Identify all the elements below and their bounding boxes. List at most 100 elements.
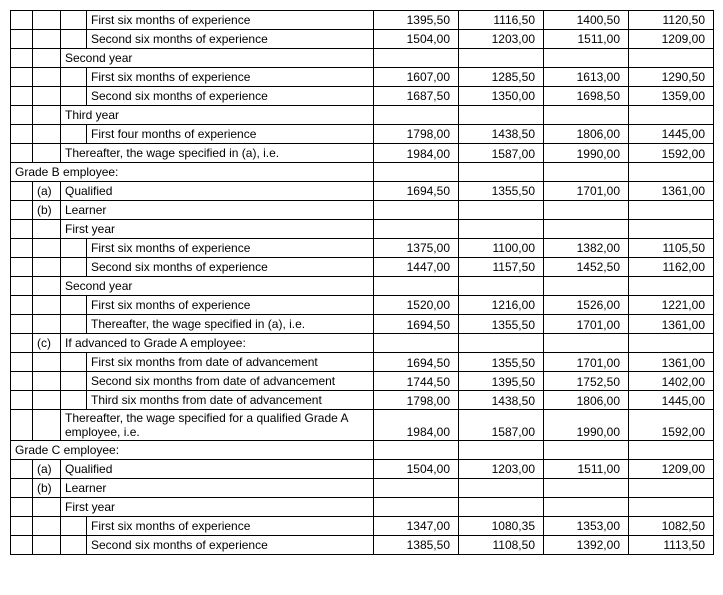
value-cell [629, 498, 714, 517]
value-cell: 1806,00 [544, 391, 629, 410]
value-cell [459, 479, 544, 498]
table-row: Thereafter, the wage specified for a qua… [11, 410, 714, 441]
value-cell: 1382,00 [544, 239, 629, 258]
indent-cell [61, 68, 87, 87]
indent-cell [11, 258, 33, 277]
value-cell: 1990,00 [544, 410, 629, 441]
value-cell: 1984,00 [374, 144, 459, 163]
value-cell [629, 479, 714, 498]
value-cell: 1504,00 [374, 30, 459, 49]
indent-cell [11, 277, 33, 296]
value-cell: 1385,50 [374, 536, 459, 555]
indent-cell [11, 536, 33, 555]
table-row: First six months of experience1395,50111… [11, 11, 714, 30]
value-cell [459, 334, 544, 353]
indent-cell [11, 106, 33, 125]
value-cell: 1701,00 [544, 353, 629, 372]
indent-cell [11, 517, 33, 536]
indent-cell [11, 391, 33, 410]
value-cell [374, 277, 459, 296]
sub-label-cell: (a) [33, 460, 61, 479]
sub-label-cell [33, 391, 61, 410]
table-row: Second six months of experience1447,0011… [11, 258, 714, 277]
table-row: Second year [11, 277, 714, 296]
row-description: Second six months of experience [87, 87, 374, 106]
value-cell [459, 220, 544, 239]
row-description: First six months of experience [87, 239, 374, 258]
indent-cell [61, 391, 87, 410]
table-row: Thereafter, the wage specified in (a), i… [11, 144, 714, 163]
table-row: Third year [11, 106, 714, 125]
value-cell: 1694,50 [374, 353, 459, 372]
value-cell: 1687,50 [374, 87, 459, 106]
value-cell [374, 334, 459, 353]
wage-table: First six months of experience1395,50111… [10, 10, 714, 555]
value-cell: 1701,00 [544, 315, 629, 334]
indent-cell [61, 87, 87, 106]
value-cell: 1694,50 [374, 315, 459, 334]
row-description: Second year [61, 277, 374, 296]
value-cell [629, 441, 714, 460]
value-cell [459, 498, 544, 517]
indent-cell [61, 258, 87, 277]
row-description: Thereafter, the wage specified for a qua… [61, 410, 374, 441]
value-cell [459, 49, 544, 68]
value-cell: 1290,50 [629, 68, 714, 87]
indent-cell [11, 479, 33, 498]
value-cell: 1120,50 [629, 11, 714, 30]
table-row: Grade C employee: [11, 441, 714, 460]
value-cell [544, 201, 629, 220]
value-cell [459, 106, 544, 125]
value-cell: 1698,50 [544, 87, 629, 106]
indent-cell [11, 49, 33, 68]
value-cell [459, 163, 544, 182]
indent-cell [11, 182, 33, 201]
value-cell [544, 441, 629, 460]
value-cell: 1984,00 [374, 410, 459, 441]
row-description: Thereafter, the wage specified in (a), i… [61, 144, 374, 163]
value-cell [544, 220, 629, 239]
value-cell [629, 163, 714, 182]
indent-cell [61, 11, 87, 30]
value-cell: 1798,00 [374, 125, 459, 144]
value-cell: 1108,50 [459, 536, 544, 555]
sub-label-cell [33, 68, 61, 87]
value-cell: 1355,50 [459, 315, 544, 334]
value-cell: 1402,00 [629, 372, 714, 391]
value-cell: 1353,00 [544, 517, 629, 536]
indent-cell [11, 334, 33, 353]
indent-cell [11, 144, 33, 163]
indent-cell [61, 315, 87, 334]
table-row: Second six months of experience1504,0012… [11, 30, 714, 49]
indent-cell [11, 372, 33, 391]
indent-cell [11, 201, 33, 220]
table-row: First six months of experience1520,00121… [11, 296, 714, 315]
row-description: Second six months of experience [87, 30, 374, 49]
value-cell: 1526,00 [544, 296, 629, 315]
sub-label-cell: (b) [33, 201, 61, 220]
indent-cell [11, 498, 33, 517]
sub-label-cell [33, 239, 61, 258]
value-cell: 1587,00 [459, 144, 544, 163]
table-row: Third six months from date of advancemen… [11, 391, 714, 410]
indent-cell [61, 536, 87, 555]
value-cell: 1221,00 [629, 296, 714, 315]
sub-label-cell [33, 410, 61, 441]
value-cell: 1587,00 [459, 410, 544, 441]
value-cell: 1744,50 [374, 372, 459, 391]
value-cell [629, 334, 714, 353]
table-row: First six months from date of advancemen… [11, 353, 714, 372]
row-description: Grade B employee: [11, 163, 374, 182]
table-row: First six months of experience1347,00108… [11, 517, 714, 536]
value-cell: 1395,50 [459, 372, 544, 391]
value-cell: 1209,00 [629, 460, 714, 479]
indent-cell [61, 353, 87, 372]
value-cell: 1990,00 [544, 144, 629, 163]
row-description: Qualified [61, 460, 374, 479]
indent-cell [61, 239, 87, 258]
value-cell: 1359,00 [629, 87, 714, 106]
table-row: (a)Qualified1694,501355,501701,001361,00 [11, 182, 714, 201]
row-description: First four months of experience [87, 125, 374, 144]
value-cell: 1511,00 [544, 30, 629, 49]
row-description: Second six months of experience [87, 536, 374, 555]
